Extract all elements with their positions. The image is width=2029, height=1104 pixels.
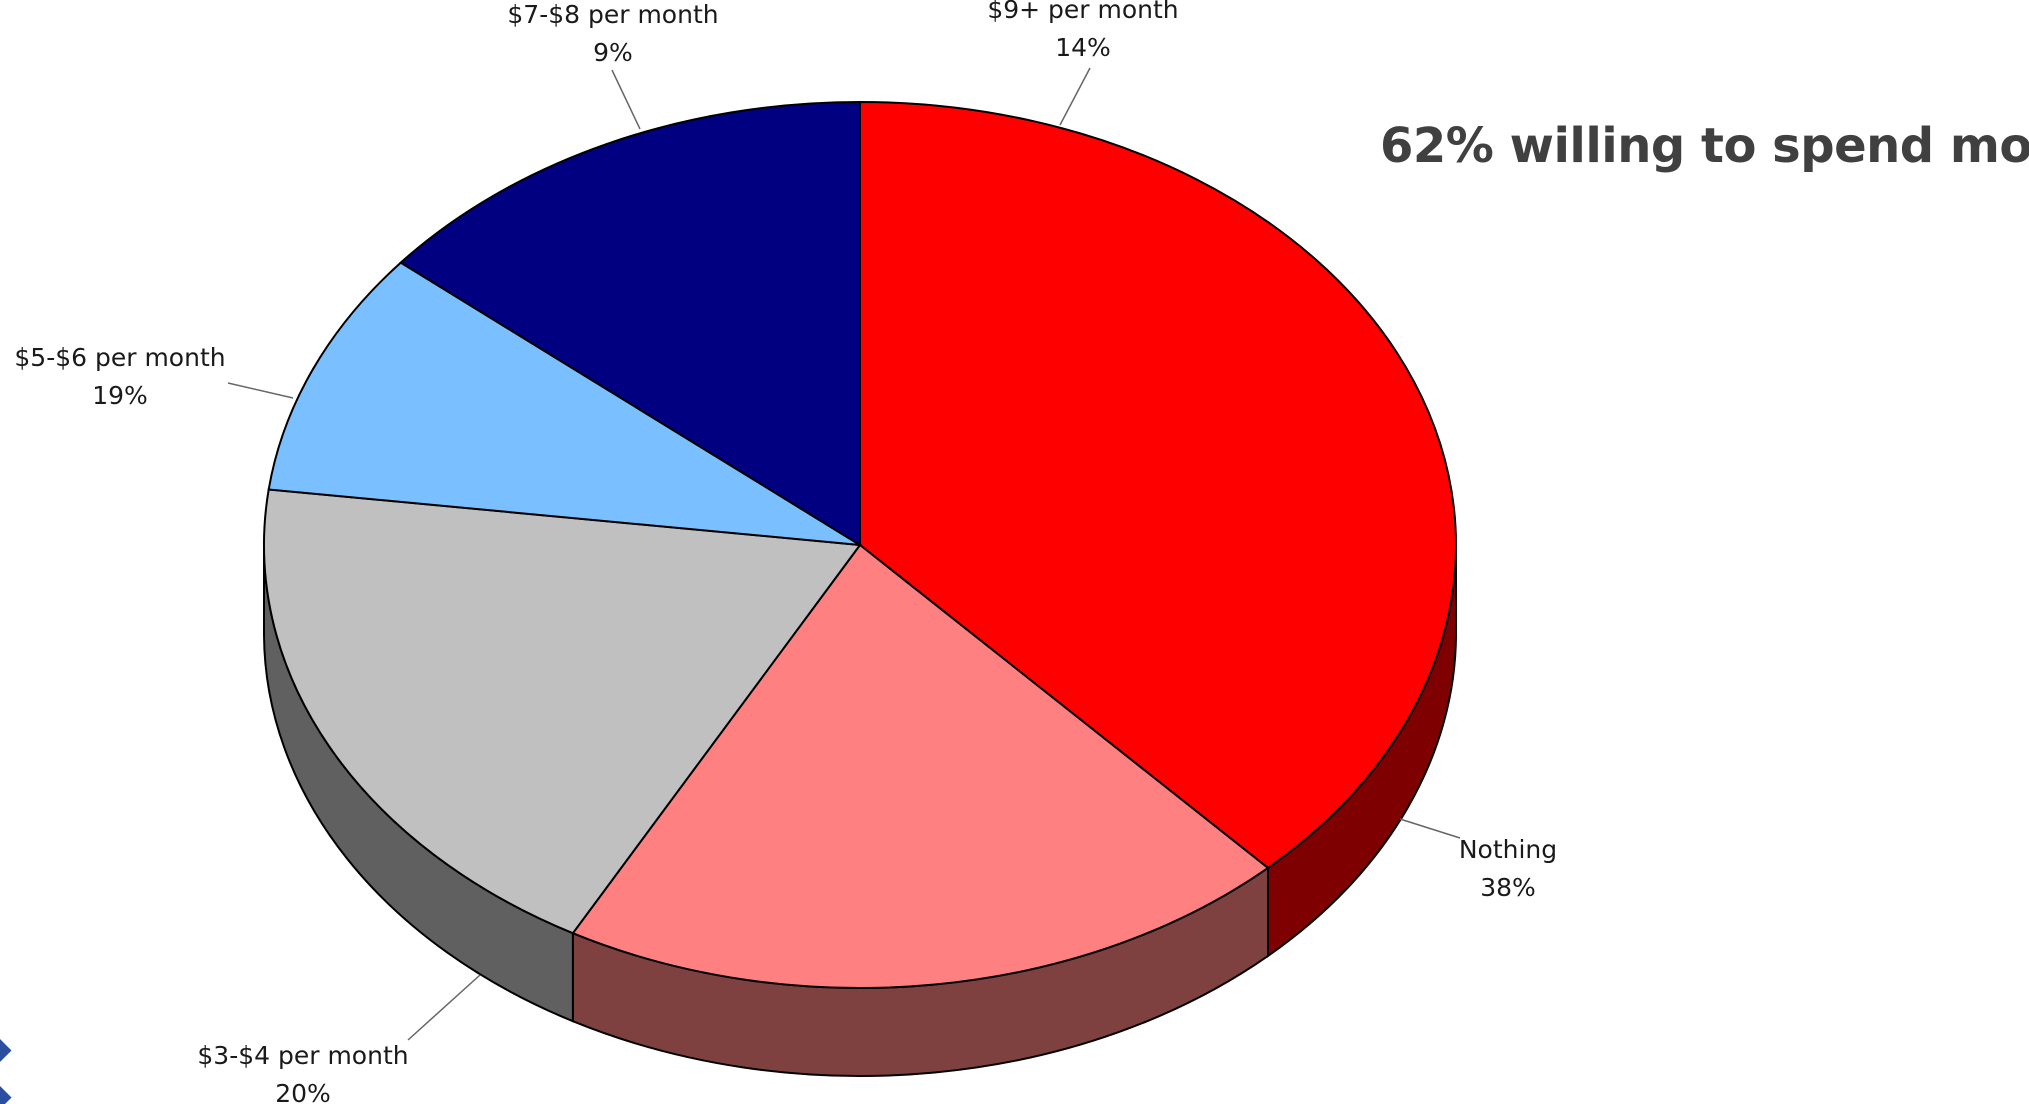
pie-slice: [859, 100, 1457, 870]
pie-slice: [571, 543, 1270, 989]
leader-lines: [227, 67, 1461, 1041]
slice-percent-label: 38%: [1480, 873, 1536, 902]
pie-slice: [267, 261, 861, 546]
slice-category-label: $5-$6 per month: [14, 343, 225, 372]
slice-category-label: $9+ per month: [987, 0, 1178, 24]
pie-slice: [263, 488, 862, 935]
slice-labels: Nothing 38% $3-$4 per month 20% $5-$6 per mo…: [14, 0, 1557, 1104]
pie-slice: [399, 100, 861, 547]
slice-percent-label: 14%: [1055, 33, 1111, 62]
slice-category-label: $7-$8 per month: [507, 0, 718, 29]
slice-category-label: $3-$4 per month: [197, 1041, 408, 1070]
slice-percent-label: 20%: [275, 1079, 331, 1104]
pie-top-layer: [263, 100, 1457, 989]
headline-callout: 62% willing to spend more: [1380, 118, 2029, 174]
leader-line: [407, 974, 481, 1041]
leader-line: [1399, 818, 1461, 839]
slice-percent-label: 19%: [92, 381, 148, 410]
slice-percent-label: 9%: [593, 38, 633, 67]
slice-category-label: Nothing: [1459, 835, 1557, 864]
leader-line: [227, 382, 294, 399]
leader-line: [611, 69, 641, 130]
leader-line: [1059, 67, 1091, 126]
